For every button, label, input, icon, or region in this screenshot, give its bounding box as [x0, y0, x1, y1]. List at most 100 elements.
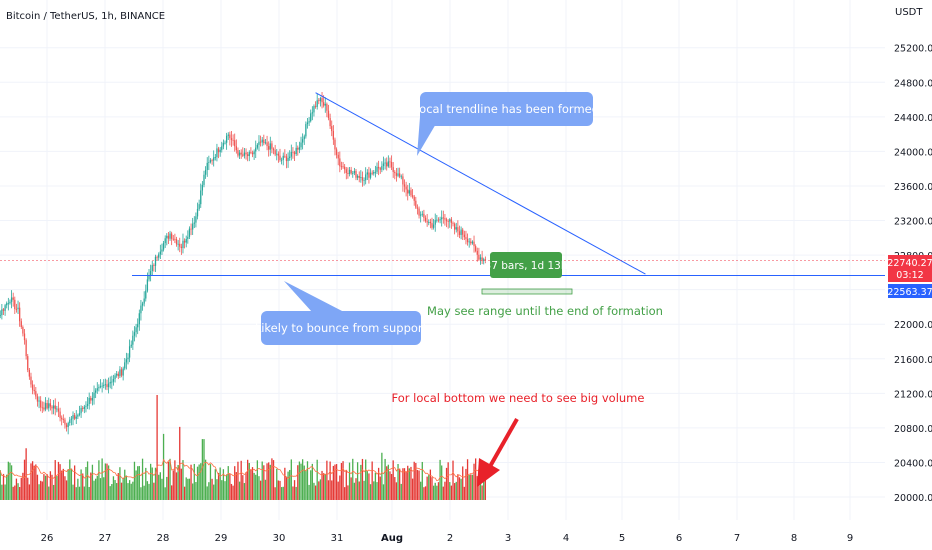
last-price-tag: 22740.27 03:12	[887, 255, 932, 282]
time-tick-label: 30	[273, 533, 286, 544]
time-axis: 26 27 28 29 30 31 Aug 2 3 4 5 6 7 8 9	[41, 533, 854, 544]
candle-body	[335, 149, 338, 155]
candle-body	[436, 219, 438, 221]
volume-bar	[453, 483, 456, 500]
volume-bar	[253, 472, 255, 500]
candle-body	[138, 313, 140, 325]
volume-bar	[59, 464, 61, 500]
candle-body	[156, 256, 158, 258]
candle-body	[384, 162, 386, 164]
candle-body	[399, 173, 401, 177]
candle-body	[225, 135, 228, 143]
volume-bar	[395, 482, 398, 500]
volume-bar	[481, 485, 483, 500]
candle-body	[392, 167, 394, 172]
candle-body	[344, 166, 346, 170]
volume-bar	[225, 474, 228, 500]
volume-bar	[334, 464, 336, 500]
volume-note: For local bottom we need to see big volu…	[392, 391, 645, 405]
candle-body	[483, 259, 485, 261]
candle-body	[122, 368, 124, 376]
volume-bar	[287, 471, 289, 500]
candle-body	[470, 241, 472, 244]
candle-body	[441, 217, 443, 220]
volume-bar	[465, 468, 467, 500]
volume-bar	[264, 479, 267, 500]
measure-tool[interactable]: 37 bars, 1d 13h	[481, 252, 573, 295]
volume-bar	[174, 460, 176, 500]
candle-body	[80, 407, 82, 414]
candle-body	[243, 152, 246, 156]
candle-body	[319, 98, 322, 102]
volume-bar	[187, 478, 189, 500]
candle-body	[219, 149, 221, 153]
candle-body	[167, 235, 170, 239]
candle-body	[19, 307, 21, 322]
candle-body	[282, 155, 284, 160]
volume-bar	[444, 481, 446, 500]
volume-bar	[473, 463, 475, 500]
trendline-callout[interactable]: Local trendline has been formed	[413, 92, 599, 126]
candle-body	[221, 146, 223, 150]
volume-bar	[25, 448, 27, 500]
candle-body	[395, 173, 398, 176]
volume-bar	[200, 463, 202, 500]
volume-bar	[38, 484, 40, 500]
candle-body	[452, 222, 454, 224]
trendline[interactable]	[315, 92, 646, 275]
candle-body	[460, 229, 462, 235]
candle-body	[4, 305, 6, 311]
candle-body	[371, 172, 373, 174]
candle-body	[75, 416, 77, 419]
volume-bar	[7, 461, 9, 500]
volume-bar	[164, 487, 166, 500]
volume-bar	[258, 476, 260, 500]
volume-bar	[120, 482, 123, 500]
candle-body	[321, 98, 323, 103]
candle-body	[350, 169, 352, 174]
candle-body	[324, 103, 326, 106]
candle-body	[327, 110, 330, 119]
volume-bar	[101, 458, 103, 500]
volume-bar	[449, 482, 451, 500]
price-tick-label: 25200.00	[894, 44, 932, 55]
price-tick-label: 20000.00	[894, 493, 932, 504]
candle-body	[101, 385, 103, 387]
candle-body	[116, 373, 118, 376]
price-tick-label: 23600.00	[894, 182, 932, 193]
candle-body	[266, 142, 268, 147]
volume-bar	[65, 480, 68, 500]
volume-bar	[484, 479, 487, 500]
volume-bar	[86, 461, 89, 500]
volume-bar	[230, 483, 233, 500]
volume-bar	[429, 469, 432, 500]
volume-bar	[301, 459, 304, 500]
candle-body	[162, 243, 165, 250]
volume-bar	[146, 481, 149, 500]
volume-bar	[377, 467, 380, 500]
volume-bar	[107, 465, 110, 500]
volume-bar	[196, 466, 199, 500]
candle-body	[183, 240, 186, 243]
candle-body	[463, 234, 465, 238]
volume-bar	[28, 484, 31, 500]
volume-bar	[85, 467, 87, 500]
candle-body	[405, 186, 407, 190]
volume-bar	[238, 481, 241, 500]
volume-bar	[44, 475, 47, 500]
candle-body	[462, 229, 464, 235]
candle-body	[179, 243, 181, 247]
support-callout[interactable]: Likely to bounce from support	[255, 311, 428, 345]
volume-bar	[77, 478, 79, 500]
volume-bar	[347, 485, 349, 500]
time-tick-label: 26	[41, 533, 54, 544]
candle-body	[432, 224, 435, 228]
volume-bar	[119, 467, 121, 500]
volume-bar	[353, 482, 356, 500]
volume-bar	[390, 473, 393, 500]
candle-body	[402, 176, 404, 185]
candle-body	[245, 152, 247, 155]
volume-bar	[75, 487, 77, 500]
candle-body	[276, 153, 278, 155]
